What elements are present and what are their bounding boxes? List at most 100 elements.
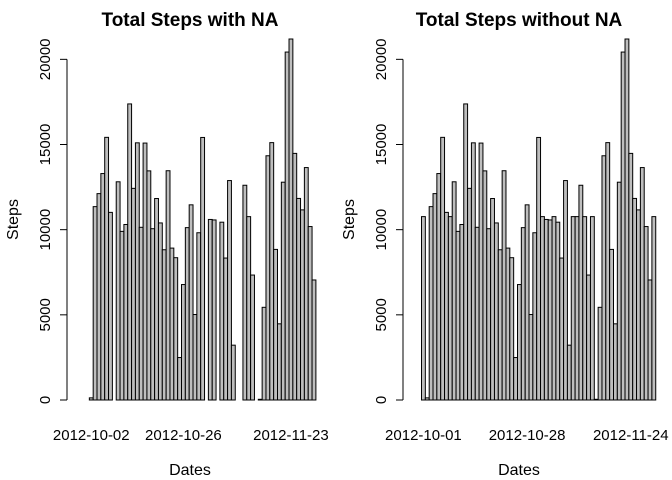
bar-2012-11-16 [261,306,267,401]
x-axis-label: Dates [169,462,211,479]
x-tick-label: 2012-10-01 [385,427,462,444]
bar-2012-10-16 [478,142,484,401]
bar-2012-11-14 [589,216,595,401]
bar-2012-11-26 [636,209,641,401]
x-axis-label: Dates [498,462,540,479]
x-tick-label: 2012-11-23 [253,427,329,444]
bar-2012-11-06 [559,257,565,401]
bar-2012-10-26 [517,284,522,401]
bar-2012-11-12 [246,216,252,401]
bar-2012-10-28 [188,204,194,401]
y-tick-label: 15000 [373,124,390,166]
bar-2012-11-08 [566,344,572,401]
bar-2012-10-10 [119,230,125,401]
bar-2012-11-20 [613,323,618,401]
bar-2012-11-24 [292,152,298,401]
bar-2012-10-11 [123,223,129,401]
y-tick-label: 5000 [373,298,390,331]
bar-2012-10-21 [497,249,503,401]
y-tick-label: 10000 [373,209,390,251]
chart-panel-with-na: Total Steps with NA Dates Steps 0 5000 100… [5,10,329,479]
bar-2012-10-18 [150,228,156,401]
bar-2012-10-06 [440,136,446,401]
x-tick-label: 2012-10-26 [145,427,222,444]
chart-title: Total Steps without NA [416,10,623,31]
bar-2012-10-24 [509,257,515,401]
bar-2012-11-13 [586,274,591,401]
y-tick-label: 15000 [37,124,54,166]
bar-2012-11-18 [269,142,275,401]
bar-2012-11-02 [543,218,549,401]
bar-2012-10-22 [165,170,171,401]
bar-2012-11-12 [582,216,588,401]
y-axis-label: Steps [5,199,22,240]
bar-2012-11-21 [616,181,622,401]
bar-2012-10-20 [157,222,163,401]
bar-2012-11-25 [296,197,302,401]
bar-2012-10-20 [493,222,499,401]
bar-2012-11-30 [651,216,657,401]
bar-2012-10-29 [192,314,198,401]
bar-2012-10-18 [486,228,492,401]
bar-2012-11-06 [223,257,229,401]
bar-2012-10-13 [131,187,136,401]
bar-2012-11-25 [632,197,638,401]
y-tick-label: 0 [37,396,54,404]
bar-2012-10-10 [455,230,461,401]
bar-2012-10-25 [177,357,183,401]
bar-2012-10-17 [482,170,488,401]
bar-2012-10-17 [146,170,152,401]
bar-2012-11-18 [605,142,611,401]
bars [421,38,657,401]
bar-2012-11-24 [628,152,634,401]
bar-2012-11-03 [211,219,217,401]
bar-2012-11-27 [639,167,645,401]
bar-2012-11-29 [647,279,653,401]
bar-2012-10-01 [421,216,426,401]
bar-2012-10-14 [134,142,140,401]
y-tick-label: 5000 [37,298,54,331]
bar-2012-10-22 [501,170,507,401]
bar-2012-10-27 [184,227,190,401]
y-tick-label: 10000 [37,209,54,251]
bar-2012-11-29 [311,279,317,401]
bar-2012-11-02 [207,218,213,401]
bar-2012-10-29 [528,314,534,401]
bar-2012-10-26 [181,284,186,401]
bar-2012-10-21 [161,249,167,401]
y-tick-label: 20000 [37,38,54,80]
bar-2012-11-11 [578,184,584,401]
bar-2012-10-27 [520,227,526,401]
bar-2012-11-07 [227,180,232,401]
x-tick-label: 2012-11-24 [593,427,669,444]
bar-2012-10-09 [115,181,121,401]
bar-2012-11-01 [540,216,545,401]
bar-2012-10-11 [459,223,465,401]
y-tick-label: 20000 [373,38,390,80]
bar-2012-10-28 [524,204,530,401]
bar-2012-10-25 [513,357,518,401]
bar-2012-11-05 [555,221,561,401]
x-tick-label: 2012-10-02 [53,427,130,444]
bar-2012-11-17 [265,155,271,401]
bar-2012-10-05 [100,173,106,401]
bar-2012-10-07 [444,211,449,401]
bar-2012-10-12 [463,103,469,401]
x-axis: 2012-10-02 2012-10-26 2012-11-23 [53,427,329,444]
bar-2012-11-13 [250,274,255,401]
bar-2012-11-16 [597,306,603,401]
bar-2012-10-04 [432,193,438,401]
bar-2012-11-19 [273,248,279,401]
bar-2012-10-09 [451,181,457,401]
bar-2012-10-31 [536,136,542,401]
bar-2012-11-23 [624,38,630,401]
bar-2012-11-11 [242,184,248,401]
bar-2012-10-12 [127,103,133,401]
bar-2012-11-05 [219,221,225,401]
bar-2012-11-03 [547,219,553,401]
bar-2012-11-27 [303,167,309,401]
bar-2012-11-28 [307,226,313,401]
bar-2012-10-03 [92,206,98,401]
bar-2012-10-13 [467,187,472,401]
